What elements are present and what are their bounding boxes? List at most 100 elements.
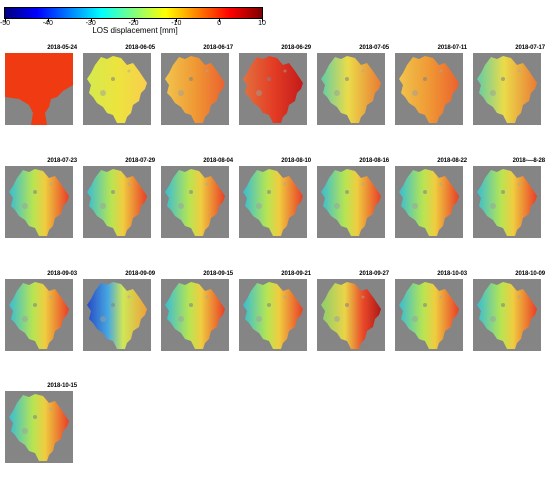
displacement-panel: 2018-06-29: [239, 45, 311, 127]
panel-date: 2018-05-24: [47, 45, 77, 51]
displacement-panel: 2018-08-16: [317, 158, 389, 240]
map-graphic: [243, 56, 303, 123]
colorbar-tick-label: 0: [217, 20, 222, 27]
displacement-panel: 2018-08-10: [239, 158, 311, 240]
displacement-panel: 2018-09-15: [161, 271, 233, 353]
panel-date: 2018-06-17: [203, 45, 233, 51]
map-graphic: [321, 169, 381, 236]
displacement-map: [239, 279, 307, 351]
map-graphic: [477, 56, 537, 123]
colorbar-tick-label: -30: [85, 20, 96, 27]
displacement-panel: 2018-09-21: [239, 271, 311, 353]
colorbar-tick-label: -50: [0, 20, 11, 27]
displacement-panel: 2018-10-09: [473, 271, 545, 353]
displacement-map: [395, 279, 463, 351]
map-graphic: [87, 56, 147, 123]
panel-date: 2018-08-16: [359, 158, 389, 164]
map-graphic: [87, 169, 147, 236]
displacement-map: [317, 279, 385, 351]
displacement-map: [473, 166, 541, 238]
map-graphic: [87, 282, 147, 349]
displacement-map: [317, 53, 385, 125]
panel-grid: 2018-05-24 2018-06-05 2018-06-17 2018-06-29…: [0, 45, 550, 494]
displacement-panel: 2018-09-27: [317, 271, 389, 353]
displacement-panel: 2018-10-15: [5, 383, 77, 465]
map-graphic: [243, 282, 303, 349]
colorbar-tick: [90, 18, 92, 22]
map-graphic: [399, 169, 459, 236]
colorbar-tick: [219, 18, 221, 22]
panel-date: 2018-10-09: [515, 271, 545, 277]
displacement-panel: 2018-—8-28: [473, 158, 545, 240]
panel-date: 2018-09-15: [203, 271, 233, 277]
map-graphic: [399, 282, 459, 349]
map-graphic: [243, 169, 303, 236]
displacement-map: [473, 279, 541, 351]
displacement-panel: 2018-07-29: [83, 158, 155, 240]
panel-date: 2018-07-11: [437, 45, 467, 51]
map-graphic: [399, 56, 459, 123]
displacement-map: [317, 166, 385, 238]
map-graphic: [477, 169, 537, 236]
displacement-map: [239, 53, 307, 125]
displacement-panel: 2018-07-11: [395, 45, 467, 127]
colorbar-tick-label: -40: [42, 20, 53, 27]
displacement-panel: 2018-06-05: [83, 45, 155, 127]
displacement-map: [5, 53, 73, 125]
map-graphic: [9, 282, 69, 349]
colorbar-tick-label: 10: [258, 20, 266, 27]
displacement-map: [5, 279, 73, 351]
colorbar-tick: [176, 18, 178, 22]
displacement-panel: 2018-07-23: [5, 158, 77, 240]
panel-date: 2018-07-29: [125, 158, 155, 164]
displacement-map: [395, 166, 463, 238]
panel-date: 2018-09-21: [281, 271, 311, 277]
displacement-map: [83, 279, 151, 351]
panel-date: 2018-09-27: [359, 271, 389, 277]
colorbar-tick-label: -10: [171, 20, 182, 27]
displacement-map: [161, 53, 229, 125]
panel-date: 2018-08-04: [203, 158, 233, 164]
colorbar-tick: [133, 18, 135, 22]
displacement-map: [83, 53, 151, 125]
map-graphic: [321, 282, 381, 349]
displacement-map: [161, 279, 229, 351]
colorbar-title: LOS displacement [mm]: [92, 26, 178, 35]
displacement-map: [5, 166, 73, 238]
colorbar-tick: [262, 18, 263, 22]
colorbar: -50 -40 -30 -20 -10 0 10 LOS displacement [mm]: [0, 0, 550, 45]
panel-date: 2018-09-09: [125, 271, 155, 277]
panel-date: 2018-07-05: [359, 45, 389, 51]
panel-date: 2018-09-03: [47, 271, 77, 277]
panel-date: 2018-06-29: [281, 45, 311, 51]
displacement-map: [5, 391, 73, 463]
displacement-map: [239, 166, 307, 238]
map-graphic: [9, 169, 69, 236]
panel-date: 2018-07-23: [47, 158, 77, 164]
panel-date: 2018-10-03: [437, 271, 467, 277]
panel-date: 2018-07-17: [515, 45, 545, 51]
displacement-panel: 2018-09-03: [5, 271, 77, 353]
panel-date: 2018-10-15: [47, 383, 77, 389]
displacement-panel: 2018-07-17: [473, 45, 545, 127]
panel-date: 2018-06-05: [125, 45, 155, 51]
displacement-panel: 2018-08-04: [161, 158, 233, 240]
map-graphic: [477, 282, 537, 349]
displacement-panel: 2018-09-09: [83, 271, 155, 353]
map-graphic: [321, 56, 381, 123]
map-graphic: [9, 394, 69, 461]
displacement-panel: 2018-08-22: [395, 158, 467, 240]
panel-date: 2018-08-22: [437, 158, 467, 164]
colorbar-tick-label: -20: [128, 20, 139, 27]
displacement-map: [83, 166, 151, 238]
displacement-map: [473, 53, 541, 125]
displacement-map: [395, 53, 463, 125]
map-graphic: [165, 282, 225, 349]
displacement-panel: 2018-07-05: [317, 45, 389, 127]
displacement-panel: 2018-06-17: [161, 45, 233, 127]
displacement-panel: 2018-05-24: [5, 45, 77, 127]
displacement-map: [161, 166, 229, 238]
panel-date: 2018-08-10: [281, 158, 311, 164]
map-graphic: [165, 169, 225, 236]
panel-date: 2018-—8-28: [512, 158, 545, 164]
